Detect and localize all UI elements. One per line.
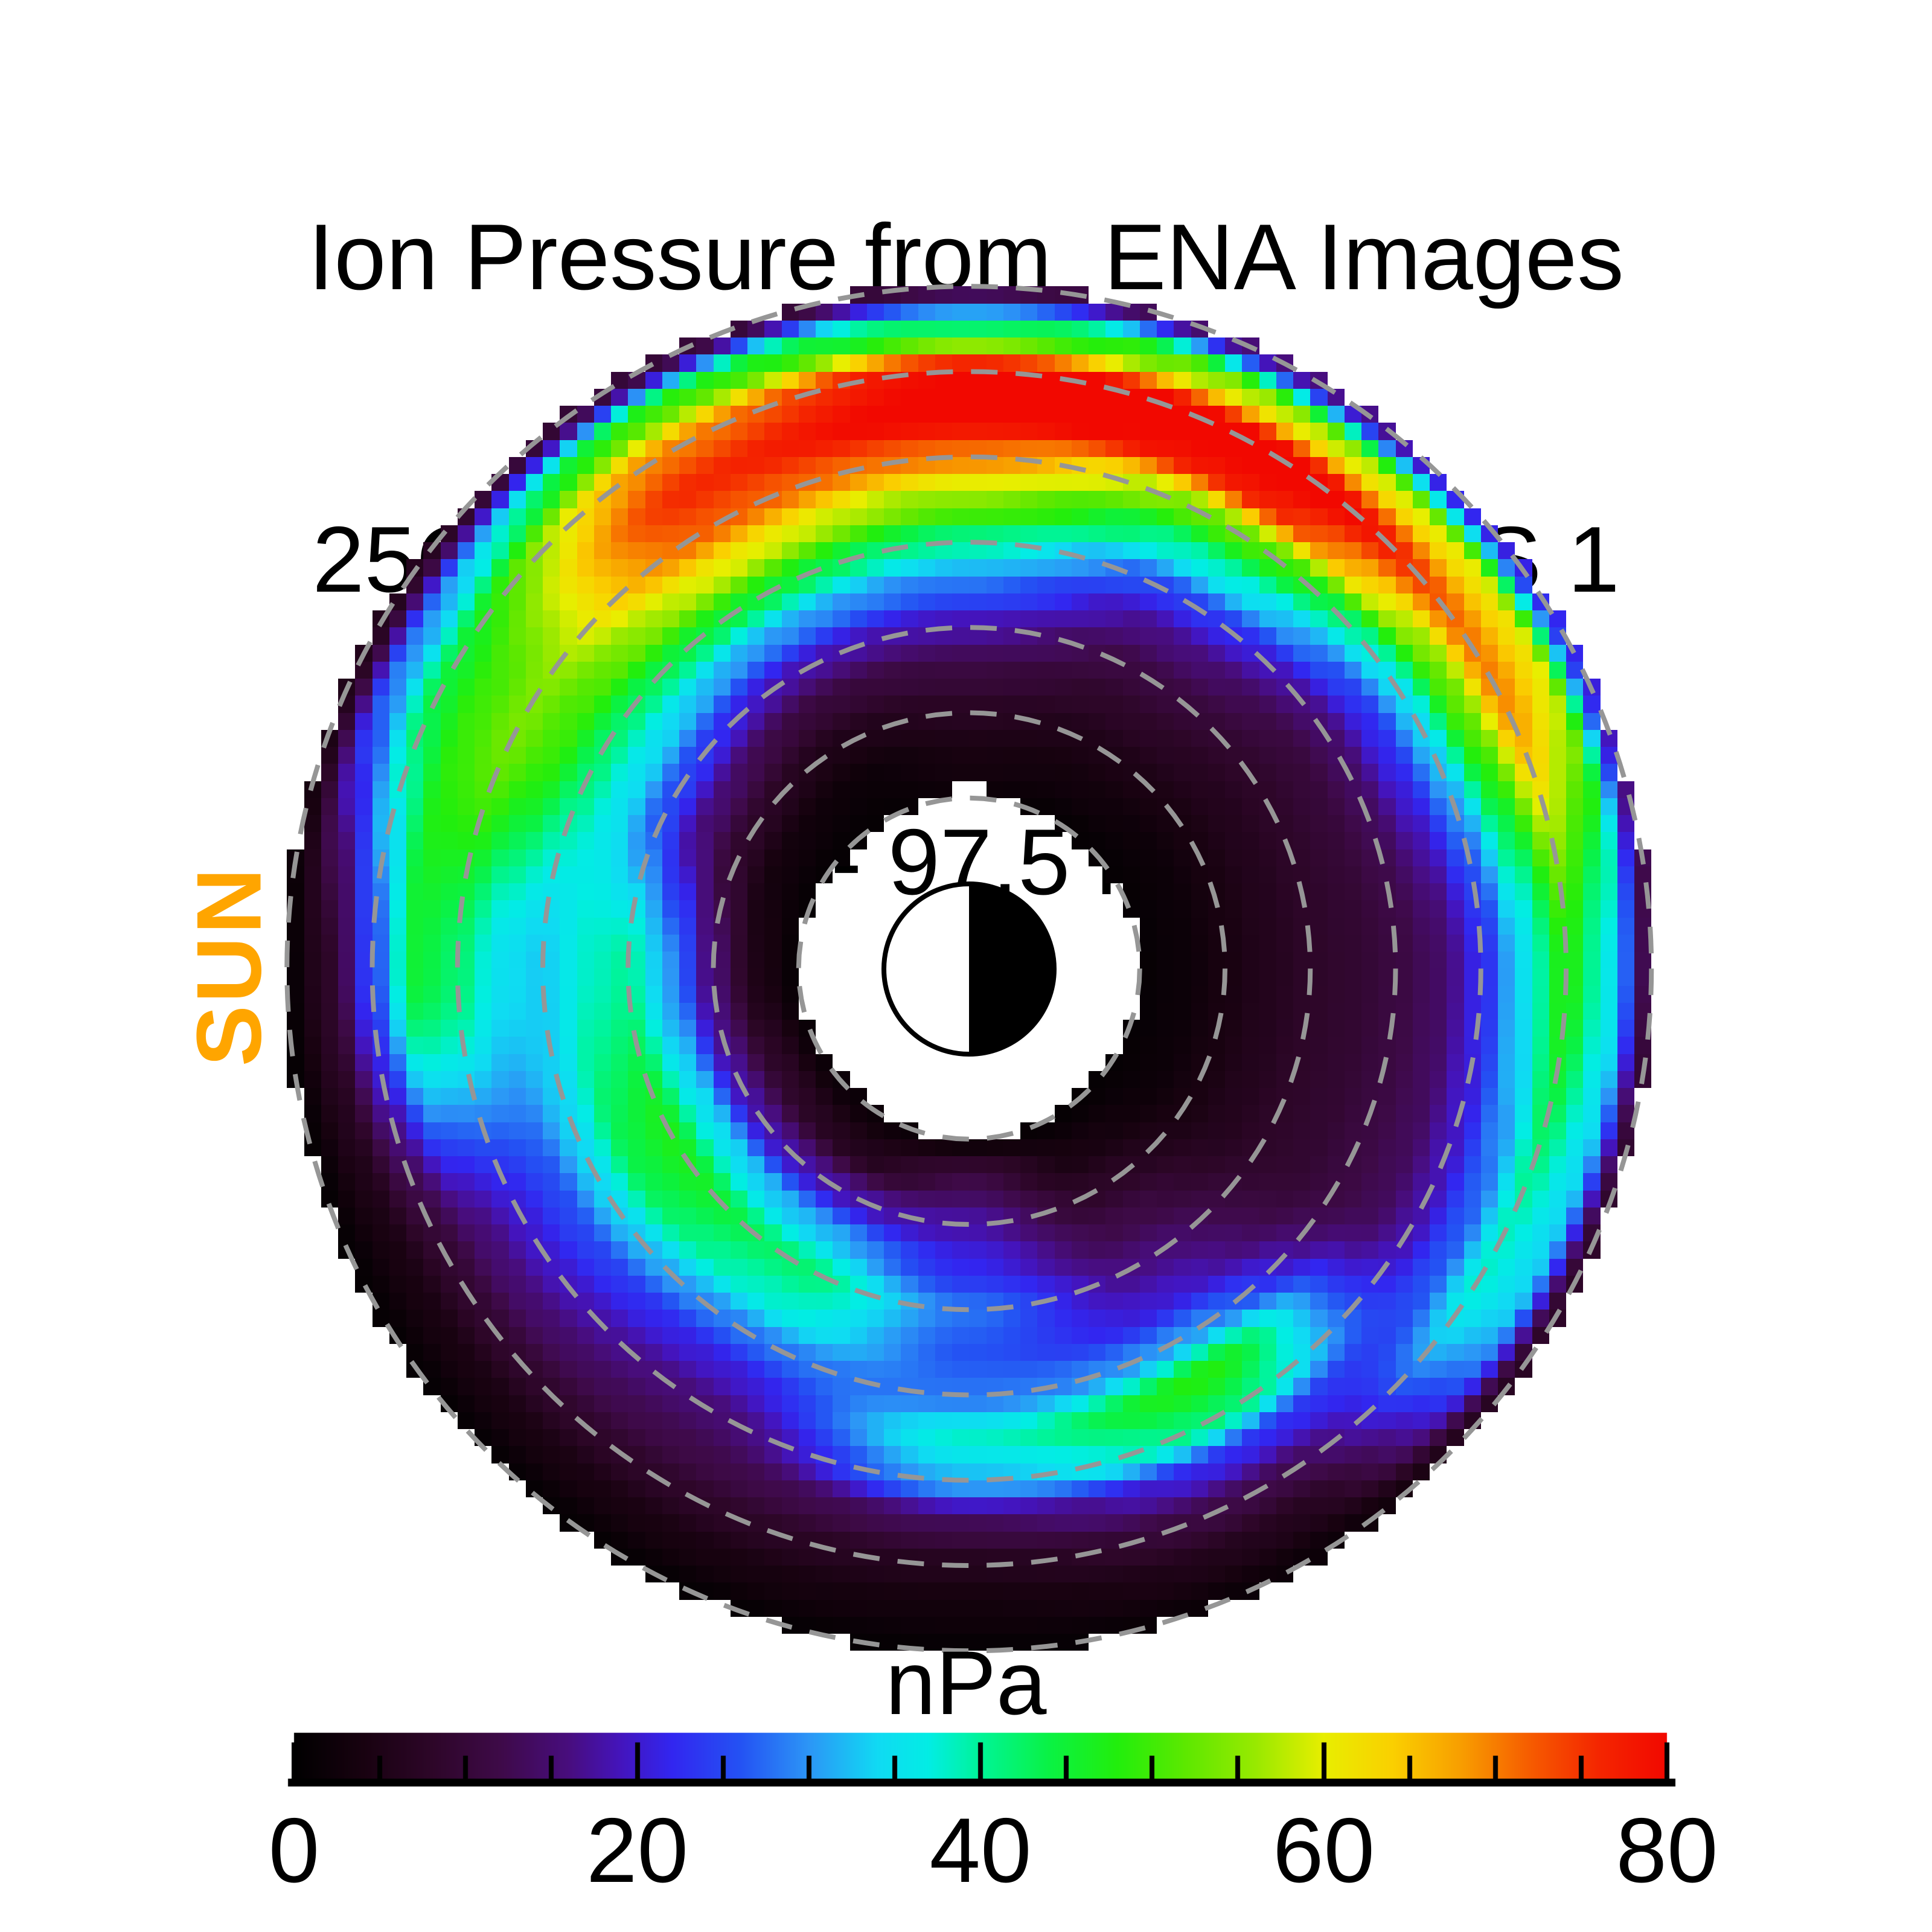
colorbar-unit-label: nPa xyxy=(885,1632,1047,1733)
colorbar-tick-label: 40 xyxy=(929,1799,1032,1902)
earth-icon xyxy=(881,881,1057,1057)
colorbar-canvas xyxy=(284,1729,1684,1796)
colorbar-tick-label: 20 xyxy=(586,1799,689,1902)
sun-direction-label: SUN xyxy=(178,865,281,1067)
colorbar-tick-label: 0 xyxy=(268,1799,320,1902)
colorbar-tick-label: 60 xyxy=(1272,1799,1375,1902)
colorbar-tick-label: 80 xyxy=(1616,1799,1718,1902)
